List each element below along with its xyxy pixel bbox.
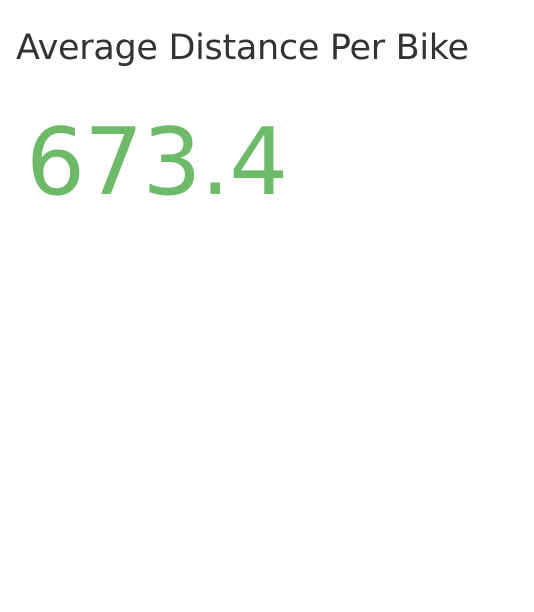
kpi-value: 673.4 <box>26 108 288 216</box>
kpi-title: Average Distance Per Bike <box>16 28 469 68</box>
